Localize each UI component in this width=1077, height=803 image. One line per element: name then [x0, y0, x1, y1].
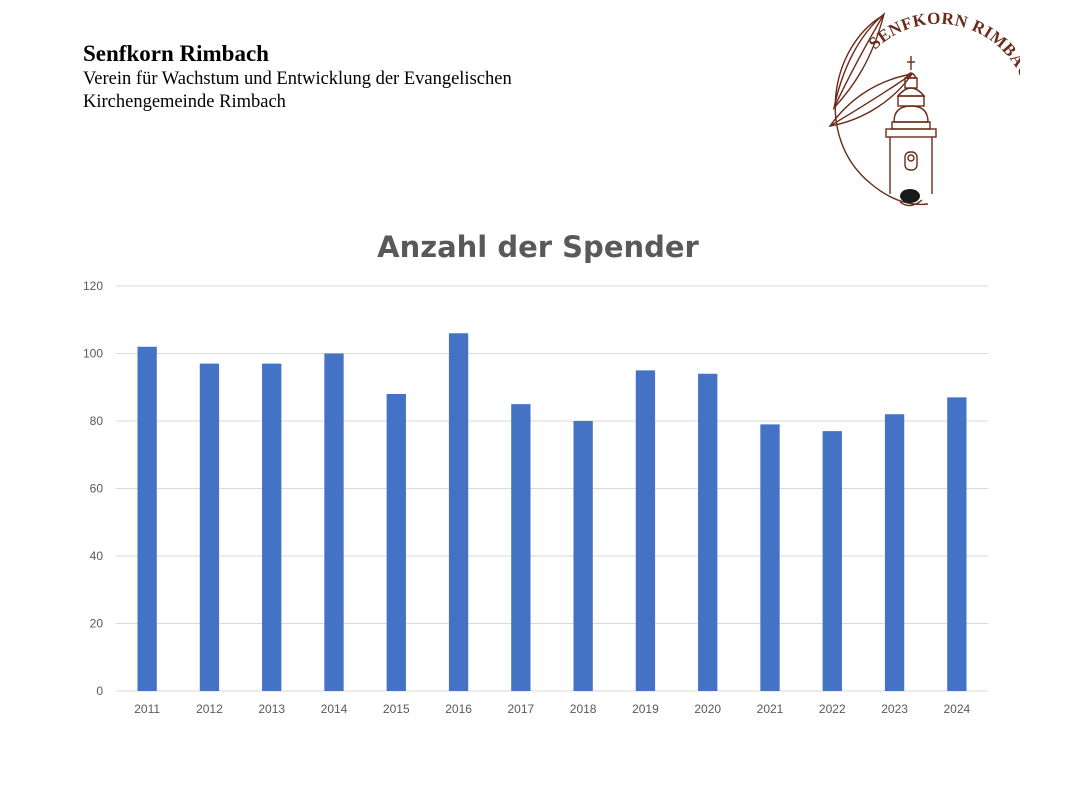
organization-name: Senfkorn Rimbach: [83, 41, 269, 66]
gridlines: [116, 285, 988, 692]
bar-2011: [137, 346, 157, 691]
header: Senfkorn Rimbach Verein für Wachstum und…: [83, 40, 683, 114]
bar-2021: [760, 424, 780, 691]
x-tick-label: 2024: [944, 702, 971, 716]
chart-title: Anzahl der Spender: [377, 230, 699, 264]
bar-2022: [822, 431, 842, 691]
x-tick-label: 2017: [508, 702, 535, 716]
y-axis-ticks: 0 20 40 60 80 100 120: [83, 279, 103, 698]
x-tick-label: 2012: [196, 702, 223, 716]
x-tick-label: 2021: [757, 702, 784, 716]
logo-text: SENFKORN RIMBACH e.V.: [865, 9, 1020, 128]
x-tick-label: 2015: [383, 702, 410, 716]
organization-subtitle-line-1: Verein für Wachstum und Entwicklung der …: [83, 69, 512, 89]
x-tick-label: 2018: [570, 702, 597, 716]
y-tick-label: 120: [83, 279, 103, 293]
bars: [137, 333, 967, 691]
y-tick-label: 60: [90, 482, 104, 496]
bar-2020: [698, 373, 718, 691]
x-tick-label: 2019: [632, 702, 659, 716]
y-tick-label: 80: [90, 414, 104, 428]
x-tick-label: 2014: [321, 702, 348, 716]
y-tick-label: 20: [90, 617, 104, 631]
bar-2019: [635, 370, 656, 691]
x-tick-label: 2016: [445, 702, 472, 716]
bar-2012: [199, 363, 220, 691]
logo-text-path: SENFKORN RIMBACH e.V.: [865, 9, 1020, 128]
x-tick-label: 2022: [819, 702, 846, 716]
senfkorn-rimbach-logo: SENFKORN RIMBACH e.V.: [828, 9, 1020, 207]
x-axis-ticks: 2011 2012 2013 2014 2015 2016 2017 2018 2019 2020…: [134, 702, 970, 716]
organization-subtitle-line-2: Kirchengemeinde Rimbach: [83, 92, 286, 112]
bar-2016: [448, 333, 469, 691]
bar-2024: [947, 397, 967, 691]
y-tick-label: 0: [96, 684, 103, 698]
bar-2014: [324, 353, 344, 691]
y-tick-label: 40: [90, 549, 104, 563]
x-tick-label: 2013: [258, 702, 285, 716]
y-tick-label: 100: [83, 347, 103, 361]
x-tick-label: 2023: [881, 702, 908, 716]
bar-2018: [573, 421, 593, 691]
bar-2013: [262, 363, 282, 691]
bar-2015: [386, 394, 406, 691]
x-tick-label: 2011: [134, 702, 160, 716]
bar-2017: [511, 404, 531, 691]
bar-2023: [884, 414, 905, 691]
x-tick-label: 2020: [694, 702, 721, 716]
